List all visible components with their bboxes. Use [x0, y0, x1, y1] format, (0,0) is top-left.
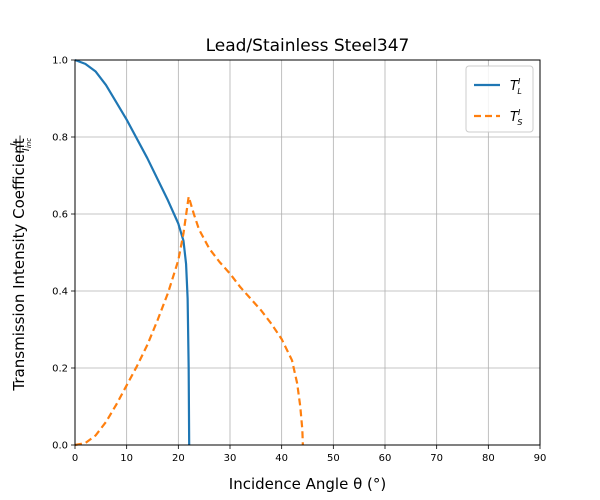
- x-tick-label: 70: [430, 453, 443, 464]
- y-tick-label: 0.0: [52, 441, 68, 452]
- y-tick-label: 0.8: [52, 133, 68, 144]
- series-line-tl: [74, 58, 191, 446]
- x-axis-title: Incidence Angle θ (°): [229, 475, 386, 493]
- x-tick-label: 40: [275, 453, 288, 464]
- legend-label-ts: TI S: [510, 108, 522, 127]
- x-tick-label: 10: [120, 453, 133, 464]
- legend: TI L TI S: [465, 65, 534, 133]
- x-tick-label: 0: [72, 453, 78, 464]
- y-axis-title-fraction: I Iinc: [9, 135, 33, 154]
- series-line-ts: [74, 195, 304, 447]
- x-tick-label: 90: [534, 453, 547, 464]
- x-tick-label: 30: [224, 453, 237, 464]
- x-tick-label: 80: [482, 453, 495, 464]
- y-axis-fraction-numerator: I: [9, 143, 20, 146]
- x-tick-label: 60: [379, 453, 392, 464]
- y-tick-label: 0.4: [52, 287, 68, 298]
- y-tick-label: 1.0: [52, 56, 68, 67]
- y-tick-label: 0.2: [52, 364, 68, 375]
- y-axis-fraction-den-sub: inc: [25, 138, 33, 148]
- y-axis-fraction-denominator: Iinc: [21, 138, 33, 151]
- x-tick-label: 20: [172, 453, 185, 464]
- y-tick-label: 0.6: [52, 210, 68, 221]
- y-axis-fraction-den-base: I: [21, 148, 32, 151]
- legend-label-tl: TI L: [510, 77, 522, 96]
- y-axis-title-main: Transmission Intensity Coefficient: [10, 138, 28, 391]
- plot-frame: [74, 59, 541, 446]
- series-layer: [74, 58, 304, 447]
- x-tick-label: 50: [327, 453, 340, 464]
- legend-box: [465, 65, 534, 133]
- y-axis-title: Transmission Intensity Coefficient I Iin…: [9, 135, 33, 392]
- axis-ticks: 0 10 20 30 40 50 60 70 80 90 0.0 0.2 0.4 0.6 0.8 1.0: [52, 56, 546, 465]
- chart-title: Lead/Stainless Steel347: [206, 36, 410, 56]
